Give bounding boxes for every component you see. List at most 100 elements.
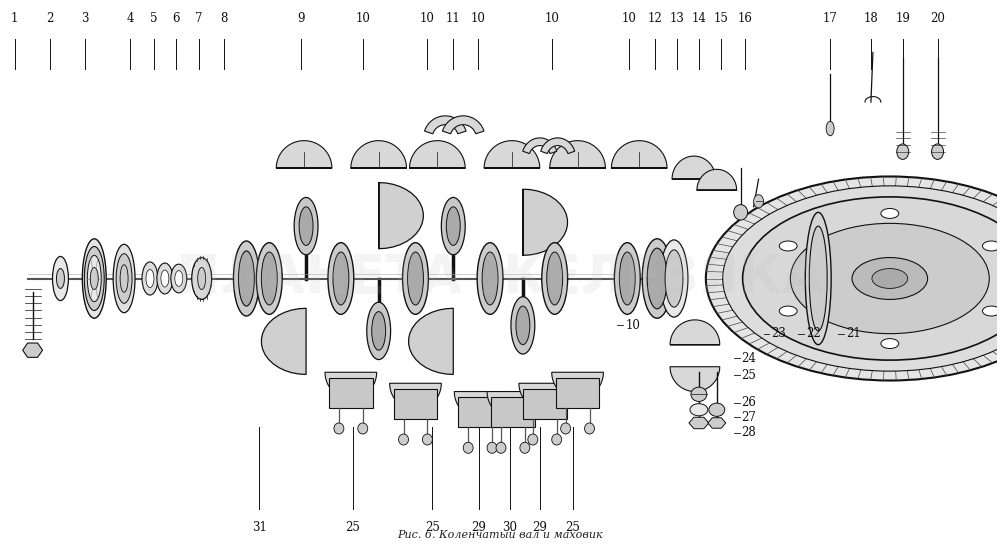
Polygon shape xyxy=(325,372,377,399)
Text: 6: 6 xyxy=(172,12,180,25)
Text: 1: 1 xyxy=(11,12,18,25)
Text: 12: 12 xyxy=(648,12,663,25)
Text: 13: 13 xyxy=(670,12,684,25)
Text: 27: 27 xyxy=(742,411,757,424)
Polygon shape xyxy=(484,141,540,168)
Ellipse shape xyxy=(614,243,640,314)
Text: 25: 25 xyxy=(345,521,360,534)
Polygon shape xyxy=(689,417,709,429)
Circle shape xyxy=(982,306,1000,316)
Text: 2: 2 xyxy=(46,12,53,25)
Text: 22: 22 xyxy=(806,327,821,340)
Ellipse shape xyxy=(84,247,104,310)
Bar xyxy=(394,389,437,419)
Text: 5: 5 xyxy=(150,12,158,25)
Text: 3: 3 xyxy=(82,12,89,25)
Ellipse shape xyxy=(482,252,498,305)
Ellipse shape xyxy=(256,243,282,314)
Polygon shape xyxy=(276,141,332,168)
Polygon shape xyxy=(670,320,720,345)
Polygon shape xyxy=(410,141,465,168)
Polygon shape xyxy=(550,141,605,168)
Ellipse shape xyxy=(709,403,725,417)
Ellipse shape xyxy=(805,212,831,345)
Circle shape xyxy=(982,241,1000,251)
Text: 25: 25 xyxy=(565,521,580,534)
Ellipse shape xyxy=(146,270,154,287)
Text: 10: 10 xyxy=(625,319,640,332)
Circle shape xyxy=(743,197,1000,360)
Text: 31: 31 xyxy=(252,521,267,534)
Bar xyxy=(491,397,535,427)
Polygon shape xyxy=(552,372,603,399)
Ellipse shape xyxy=(496,442,506,453)
Text: 11: 11 xyxy=(446,12,461,25)
Text: 19: 19 xyxy=(895,12,910,25)
Ellipse shape xyxy=(642,239,672,318)
Bar xyxy=(329,378,373,408)
Ellipse shape xyxy=(87,255,101,302)
Ellipse shape xyxy=(52,256,68,301)
Ellipse shape xyxy=(328,243,354,314)
Ellipse shape xyxy=(399,434,409,445)
Text: 15: 15 xyxy=(713,12,728,25)
Ellipse shape xyxy=(691,387,707,402)
Circle shape xyxy=(790,223,989,334)
Ellipse shape xyxy=(90,267,98,290)
Ellipse shape xyxy=(441,197,465,255)
Text: 10: 10 xyxy=(471,12,486,25)
Circle shape xyxy=(706,177,1000,380)
Ellipse shape xyxy=(157,263,173,294)
Ellipse shape xyxy=(665,250,683,307)
Polygon shape xyxy=(523,189,567,255)
Ellipse shape xyxy=(647,248,667,309)
Text: 23: 23 xyxy=(771,327,786,340)
Ellipse shape xyxy=(56,268,64,289)
Text: 24: 24 xyxy=(742,352,757,365)
Ellipse shape xyxy=(198,267,206,290)
Ellipse shape xyxy=(367,302,391,360)
Polygon shape xyxy=(487,392,539,418)
Ellipse shape xyxy=(175,271,183,286)
Ellipse shape xyxy=(463,442,473,453)
Ellipse shape xyxy=(446,207,460,246)
Text: 28: 28 xyxy=(742,427,756,439)
Polygon shape xyxy=(261,308,306,374)
Text: 18: 18 xyxy=(864,12,878,25)
Polygon shape xyxy=(670,367,720,392)
Ellipse shape xyxy=(932,144,944,159)
Ellipse shape xyxy=(333,252,349,305)
Polygon shape xyxy=(351,141,407,168)
Ellipse shape xyxy=(408,252,423,305)
Circle shape xyxy=(881,208,899,218)
Polygon shape xyxy=(379,183,423,249)
Polygon shape xyxy=(390,383,441,410)
Circle shape xyxy=(881,339,899,349)
Ellipse shape xyxy=(734,204,748,220)
Text: 8: 8 xyxy=(220,12,227,25)
Ellipse shape xyxy=(619,252,635,305)
Text: 14: 14 xyxy=(691,12,706,25)
Ellipse shape xyxy=(116,253,132,304)
Text: 17: 17 xyxy=(823,12,838,25)
Polygon shape xyxy=(611,141,667,168)
Bar xyxy=(523,389,567,419)
Ellipse shape xyxy=(690,404,708,416)
Text: ПЛАНЕТА ЖЕЛЕЗЯКА: ПЛАНЕТА ЖЕЛЕЗЯКА xyxy=(176,252,824,305)
Ellipse shape xyxy=(897,144,909,159)
Polygon shape xyxy=(454,392,506,418)
Text: 10: 10 xyxy=(355,12,370,25)
Text: 25: 25 xyxy=(742,369,757,382)
Ellipse shape xyxy=(113,245,135,312)
Polygon shape xyxy=(424,116,466,134)
Ellipse shape xyxy=(754,195,764,208)
Bar xyxy=(458,397,502,427)
Ellipse shape xyxy=(238,251,254,306)
Circle shape xyxy=(723,186,1000,371)
Bar xyxy=(556,378,599,408)
Ellipse shape xyxy=(294,197,318,255)
Ellipse shape xyxy=(547,252,563,305)
Text: 25: 25 xyxy=(425,521,440,534)
Text: 10: 10 xyxy=(544,12,559,25)
Ellipse shape xyxy=(552,434,562,445)
